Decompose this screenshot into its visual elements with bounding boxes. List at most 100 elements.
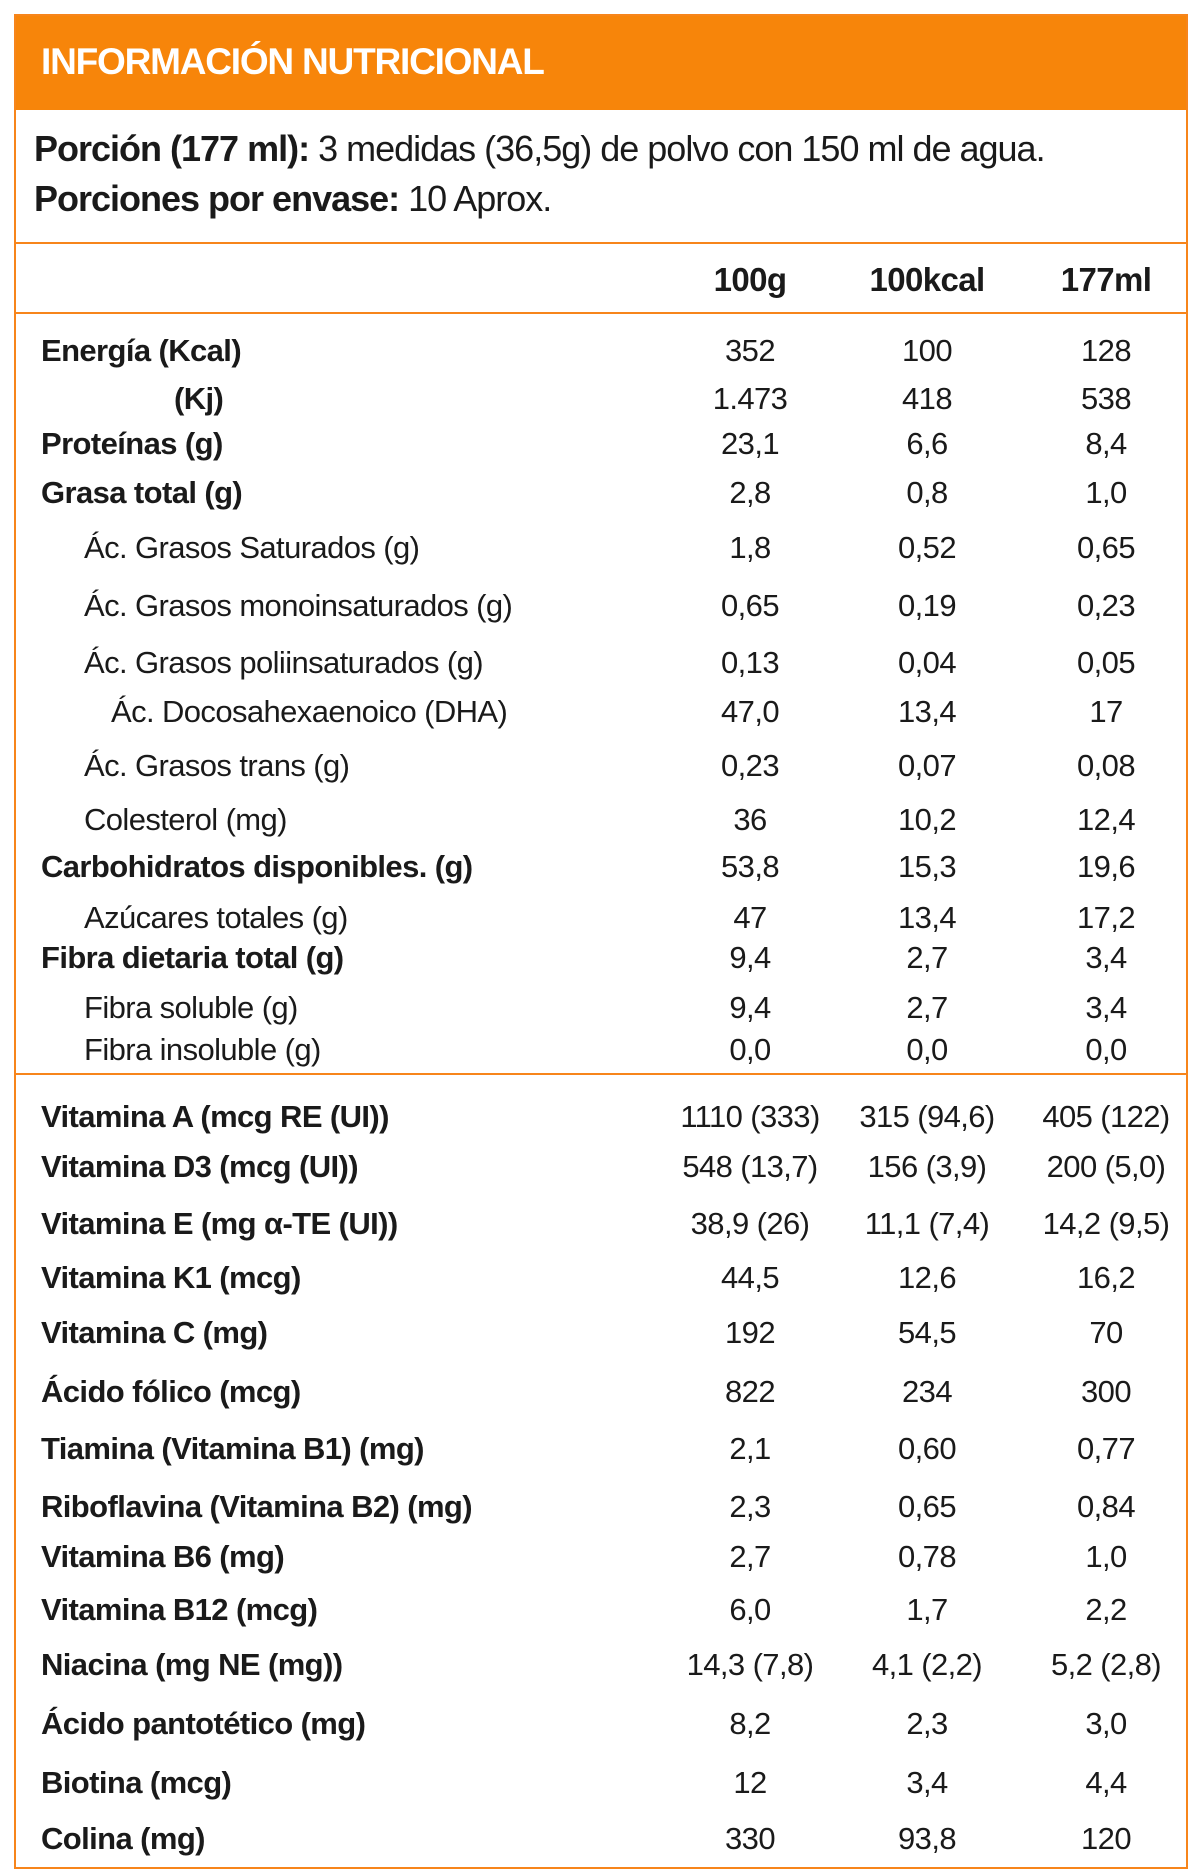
nutrient-value-100kcal: 10,2 xyxy=(898,802,957,838)
nutrient-value-100kcal: 100 xyxy=(902,333,953,369)
table-row: Vitamina A (mcg RE (UI)) 1110 (333) 315 (9… xyxy=(16,1097,1186,1137)
table-row: Tiamina (Vitamina B1) (mg) 2,1 0,60 0,77 xyxy=(16,1429,1186,1469)
nutrient-value-100g: 23,1 xyxy=(721,425,780,461)
table-row: Ácido fólico (mcg) 822 234 300 xyxy=(16,1372,1186,1412)
table-row: Vitamina C (mg) 192 54,5 70 xyxy=(16,1313,1186,1353)
divider xyxy=(16,242,1186,244)
table-row: Fibra dietaria total (g) 9,4 2,7 3,4 xyxy=(16,938,1186,978)
nutrient-label: Ác. Grasos poliinsaturados (g) xyxy=(84,645,484,681)
nutrient-label: Ác. Docosahexaenoico (DHA) xyxy=(111,694,508,730)
nutrient-label: Tiamina (Vitamina B1) (mg) xyxy=(41,1431,424,1467)
nutrient-value-100g: 0,0 xyxy=(729,1031,771,1067)
nutrient-value-100kcal: 1,7 xyxy=(906,1592,948,1627)
nutrient-label: Ác. Grasos monoinsaturados (g) xyxy=(84,587,513,623)
nutrient-value-177ml: 0,05 xyxy=(1077,645,1136,681)
servings-line: Porciones por envase: 10 Aprox. xyxy=(34,178,552,220)
table-row: Ác. Grasos poliinsaturados (g) 0,13 0,04 0,… xyxy=(16,643,1186,683)
nutrient-label: (Kj) xyxy=(174,381,224,417)
nutrient-label: Colesterol (mg) xyxy=(84,802,287,838)
nutrient-label: Colina (mg) xyxy=(41,1821,205,1857)
nutrient-value-100g: 53,8 xyxy=(721,849,780,885)
table-row: Carbohidratos disponibles. (g) 53,8 15,3 19… xyxy=(16,847,1186,887)
nutrient-value-177ml: 70 xyxy=(1089,1314,1123,1350)
nutrient-value-177ml: 300 xyxy=(1081,1373,1132,1409)
nutrient-value-100g: 548 (13,7) xyxy=(682,1149,818,1185)
divider xyxy=(16,312,1186,314)
nutrient-value-100g: 1,8 xyxy=(729,530,771,565)
table-row: Vitamina K1 (mcg) 44,5 12,6 16,2 xyxy=(16,1258,1186,1298)
nutrient-value-100g: 9,4 xyxy=(729,940,771,976)
nutrient-value-100kcal: 2,7 xyxy=(906,940,948,976)
nutrient-value-177ml: 0,08 xyxy=(1077,748,1136,784)
table-row: Vitamina E (mg α-TE (UI)) 38,9 (26) 11,1 (… xyxy=(16,1204,1186,1244)
nutrient-value-177ml: 4,4 xyxy=(1085,1764,1127,1800)
nutrient-value-177ml: 17 xyxy=(1089,694,1123,730)
nutrient-label: Vitamina D3 (mcg (UI)) xyxy=(41,1149,359,1185)
nutrient-label: Ác. Grasos trans (g) xyxy=(84,748,350,784)
nutrient-value-177ml: 200 (5,0) xyxy=(1046,1149,1166,1185)
table-row: (Kj) 1.473 418 538 xyxy=(16,379,1186,419)
nutrient-value-100kcal: 15,3 xyxy=(898,849,957,885)
nutrient-value-100g: 330 xyxy=(725,1821,776,1857)
nutrient-value-100kcal: 315 (94,6) xyxy=(859,1098,995,1134)
nutrient-value-100kcal: 0,65 xyxy=(898,1488,957,1524)
nutrient-value-177ml: 3,4 xyxy=(1085,940,1127,976)
nutrient-value-100kcal: 12,6 xyxy=(898,1259,957,1295)
nutrient-label: Vitamina K1 (mcg) xyxy=(41,1259,301,1295)
column-header-177ml: 177ml xyxy=(1060,261,1152,298)
nutrient-label: Fibra insoluble (g) xyxy=(84,1031,321,1067)
nutrient-value-100kcal: 6,6 xyxy=(906,425,948,461)
nutrient-value-100g: 47,0 xyxy=(721,694,780,730)
table-row: Grasa total (g) 2,8 0,8 1,0 xyxy=(16,473,1186,513)
nutrient-value-177ml: 0,0 xyxy=(1085,1031,1127,1067)
nutrient-label: Biotina (mcg) xyxy=(41,1764,232,1800)
table-row: Vitamina B6 (mg) 2,7 0,78 1,0 xyxy=(16,1537,1186,1577)
nutrient-label: Azúcares totales (g) xyxy=(84,899,348,935)
table-row: Proteínas (g) 23,1 6,6 8,4 xyxy=(16,424,1186,464)
nutrient-value-177ml: 1,0 xyxy=(1085,474,1127,510)
nutrient-label: Riboflavina (Vitamina B2) (mg) xyxy=(41,1488,473,1524)
nutrient-value-100g: 12 xyxy=(733,1764,767,1800)
divider xyxy=(16,1073,1186,1075)
nutrient-value-177ml: 0,77 xyxy=(1077,1431,1136,1467)
nutrient-value-100kcal: 0,52 xyxy=(898,530,957,565)
nutrient-label: Niacina (mg NE (mg)) xyxy=(41,1647,343,1683)
column-header-100g: 100g xyxy=(713,261,787,298)
table-row: Ác. Grasos Saturados (g) 1,8 0,52 0,65 xyxy=(16,528,1186,568)
nutrient-label: Proteínas (g) xyxy=(41,425,223,461)
nutrient-value-100kcal: 234 xyxy=(902,1373,953,1409)
nutrient-value-100g: 9,4 xyxy=(729,989,771,1025)
column-header-row: 100g 100kcal 177ml xyxy=(16,260,1186,300)
nutrient-label: Vitamina B12 (mcg) xyxy=(41,1592,318,1627)
nutrient-value-100g: 36 xyxy=(733,802,767,838)
nutrient-value-100kcal: 11,1 (7,4) xyxy=(864,1205,990,1241)
nutrient-value-100kcal: 2,3 xyxy=(906,1706,948,1741)
nutrient-value-177ml: 0,65 xyxy=(1077,530,1136,565)
nutrient-label: Vitamina A (mcg RE (UI)) xyxy=(41,1098,389,1134)
nutrient-value-100kcal: 0,0 xyxy=(906,1031,948,1067)
nutrient-label: Vitamina E (mg α-TE (UI)) xyxy=(41,1205,398,1241)
nutrient-value-100kcal: 156 (3,9) xyxy=(867,1149,987,1185)
table-row: Fibra soluble (g) 9,4 2,7 3,4 xyxy=(16,988,1186,1028)
nutrient-value-177ml: 8,4 xyxy=(1085,425,1127,461)
table-row: Ác. Grasos monoinsaturados (g) 0,65 0,19 0,… xyxy=(16,586,1186,626)
nutrient-value-100kcal: 3,4 xyxy=(906,1764,948,1800)
nutrient-label: Fibra soluble (g) xyxy=(84,989,298,1025)
nutrient-value-100g: 1110 (333) xyxy=(680,1098,820,1134)
nutrient-value-100kcal: 0,19 xyxy=(898,587,957,623)
nutrient-value-100g: 44,5 xyxy=(721,1259,780,1295)
nutrient-value-177ml: 128 xyxy=(1081,333,1132,369)
nutrient-value-177ml: 3,4 xyxy=(1085,989,1127,1025)
nutrient-value-177ml: 17,2 xyxy=(1077,899,1136,935)
nutrient-value-177ml: 3,0 xyxy=(1085,1706,1127,1741)
nutrient-value-100g: 2,1 xyxy=(729,1431,771,1467)
panel-title: INFORMACIÓN NUTRICIONAL xyxy=(41,41,545,82)
nutrient-value-100g: 47 xyxy=(733,899,767,935)
nutrient-value-177ml: 538 xyxy=(1081,381,1132,417)
nutrient-value-100g: 352 xyxy=(725,333,776,369)
table-row: Vitamina D3 (mcg (UI)) 548 (13,7) 156 (3,9… xyxy=(16,1147,1186,1187)
table-row: Energía (Kcal) 352 100 128 xyxy=(16,331,1186,371)
servings-label: Porciones por envase: xyxy=(34,178,400,219)
nutrient-label: Fibra dietaria total (g) xyxy=(41,940,344,976)
nutrient-value-100kcal: 54,5 xyxy=(898,1314,957,1350)
